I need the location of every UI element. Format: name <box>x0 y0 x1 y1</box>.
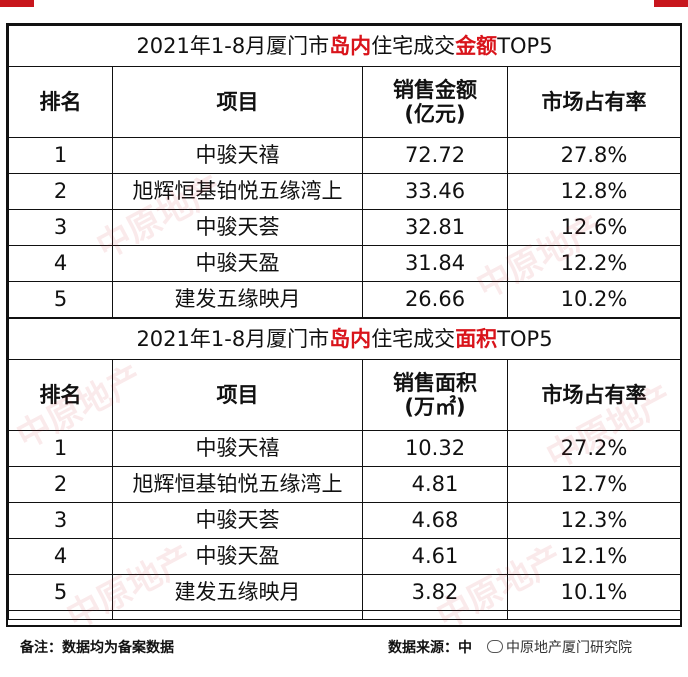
rank-cell: 1 <box>8 137 113 174</box>
table-row: 3 中骏天荟 32.81 12.6% <box>8 209 682 246</box>
share-cell: 10.1% <box>506 574 682 611</box>
project-cell: 建发五缘映月 <box>112 574 363 611</box>
footer-note: 备注：数据均为备案数据 <box>20 640 174 656</box>
area-table-title: 2021年1-8月厦门市岛内住宅成交面积TOP5 <box>7 318 682 360</box>
project-cell: 旭辉恒基铂悦五缘湾上 <box>112 466 363 503</box>
rank-cell: 4 <box>8 245 113 282</box>
wechat-account-name: 中原地产厦门研究院 <box>506 640 632 656</box>
table-row: 4 中骏天盈 4.61 12.1% <box>8 538 682 575</box>
header-market-share: 市场占有率 <box>506 359 682 431</box>
value-cell: 4.68 <box>362 502 508 539</box>
value-cell: 72.72 <box>362 137 508 174</box>
value-cell: 33.46 <box>362 173 508 210</box>
share-cell: 12.1% <box>506 538 682 575</box>
value-cell: 4.61 <box>362 538 508 575</box>
share-cell: 10.2% <box>506 281 682 318</box>
header-rank: 排名 <box>8 359 113 431</box>
value-cell: 26.66 <box>362 281 508 318</box>
project-cell: 中骏天盈 <box>112 538 363 575</box>
value-cell: 31.84 <box>362 245 508 282</box>
area-table-header: 排名 项目 销售面积 (万㎡) 市场占有率 <box>8 359 682 431</box>
value-cell: 32.81 <box>362 209 508 246</box>
rank-cell: 2 <box>8 466 113 503</box>
header-project: 项目 <box>112 66 363 138</box>
share-cell: 27.8% <box>506 137 682 174</box>
header-sales-amount: 销售金额 (亿元) <box>362 66 508 138</box>
header-sales-area: 销售面积 (万㎡) <box>362 359 508 431</box>
rank-cell: 3 <box>8 502 113 539</box>
rank-cell: 5 <box>8 281 113 318</box>
project-cell: 中骏天禧 <box>112 430 363 467</box>
rank-cell: 4 <box>8 538 113 575</box>
header-project: 项目 <box>112 359 363 431</box>
corner-accent-right <box>654 0 688 7</box>
header-rank: 排名 <box>8 66 113 138</box>
value-cell: 3.82 <box>362 574 508 611</box>
corner-accent-left <box>0 0 34 7</box>
table-row: 1 中骏天禧 72.72 27.8% <box>8 137 682 174</box>
amount-table: 2021年1-8月厦门市岛内住宅成交金额TOP5 排名 项目 销售金额 (亿元)… <box>7 25 682 318</box>
area-table: 2021年1-8月厦门市岛内住宅成交面积TOP5 排名 项目 销售面积 (万㎡)… <box>7 318 682 620</box>
project-cell: 旭辉恒基铂悦五缘湾上 <box>112 173 363 210</box>
project-cell: 中骏天盈 <box>112 245 363 282</box>
footer-source: 数据来源：中 <box>388 640 472 656</box>
share-cell: 12.3% <box>506 502 682 539</box>
amount-table-header: 排名 项目 销售金额 (亿元) 市场占有率 <box>8 66 682 138</box>
header-market-share: 市场占有率 <box>506 66 682 138</box>
ranking-sheet: 2021年1-8月厦门市岛内住宅成交金额TOP5 排名 项目 销售金额 (亿元)… <box>6 23 682 627</box>
amount-table-title: 2021年1-8月厦门市岛内住宅成交金额TOP5 <box>7 25 682 67</box>
rank-cell: 1 <box>8 430 113 467</box>
wechat-icon <box>487 640 503 653</box>
project-cell: 中骏天荟 <box>112 209 363 246</box>
project-cell: 中骏天禧 <box>112 137 363 174</box>
footer: 备注：数据均为备案数据 数据来源：中 中原地产厦门研究院 <box>0 627 688 677</box>
rank-cell: 2 <box>8 173 113 210</box>
value-cell: 4.81 <box>362 466 508 503</box>
share-cell: 12.8% <box>506 173 682 210</box>
table-row: 2 旭辉恒基铂悦五缘湾上 33.46 12.8% <box>8 173 682 210</box>
table-row: 2 旭辉恒基铂悦五缘湾上 4.81 12.7% <box>8 466 682 503</box>
project-cell: 建发五缘映月 <box>112 281 363 318</box>
table-row: 5 建发五缘映月 26.66 10.2% <box>8 281 682 318</box>
share-cell: 12.2% <box>506 245 682 282</box>
wechat-account: 中原地产厦门研究院 <box>487 637 632 657</box>
share-cell: 27.2% <box>506 430 682 467</box>
rank-cell: 3 <box>8 209 113 246</box>
table-row: 3 中骏天荟 4.68 12.3% <box>8 502 682 539</box>
project-cell: 中骏天荟 <box>112 502 363 539</box>
table-row: 4 中骏天盈 31.84 12.2% <box>8 245 682 282</box>
table-spacer-row <box>8 610 682 620</box>
value-cell: 10.32 <box>362 430 508 467</box>
table-row: 1 中骏天禧 10.32 27.2% <box>8 430 682 467</box>
share-cell: 12.7% <box>506 466 682 503</box>
rank-cell: 5 <box>8 574 113 611</box>
share-cell: 12.6% <box>506 209 682 246</box>
table-row: 5 建发五缘映月 3.82 10.1% <box>8 574 682 611</box>
